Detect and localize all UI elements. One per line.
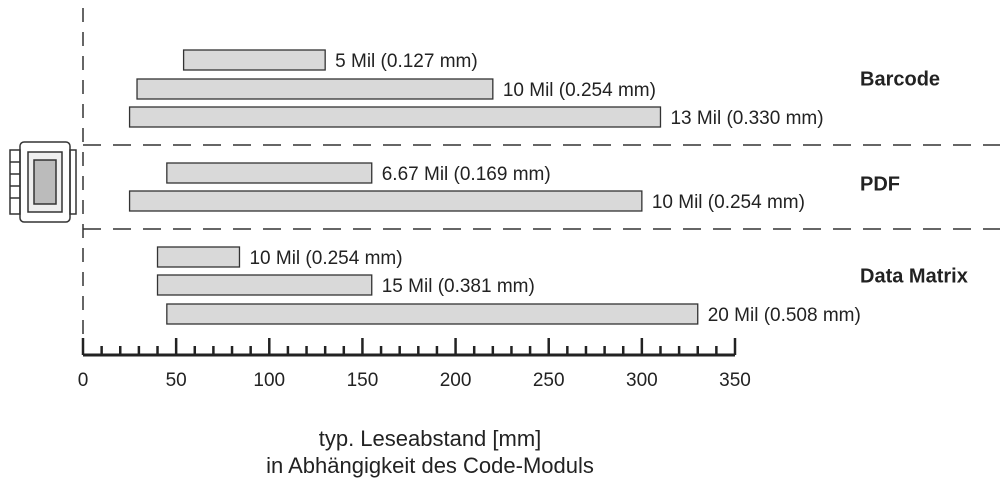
bar-label: 5 Mil (0.127 mm) <box>335 51 478 72</box>
x-tick-label: 300 <box>626 370 658 391</box>
axis-title: in Abhängigkeit des Code-Moduls <box>266 453 594 478</box>
bar <box>158 275 372 295</box>
x-tick-label: 100 <box>253 370 285 391</box>
bar <box>167 304 698 324</box>
bar-label: 10 Mil (0.254 mm) <box>652 192 805 213</box>
x-tick-label: 150 <box>347 370 379 391</box>
bar-label: 15 Mil (0.381 mm) <box>382 276 535 297</box>
group-label: Data Matrix <box>860 265 968 287</box>
bar-label: 20 Mil (0.508 mm) <box>708 305 861 326</box>
x-tick-label: 350 <box>719 370 751 391</box>
bar <box>184 50 326 70</box>
x-tick-label: 200 <box>440 370 472 391</box>
bar-label: 10 Mil (0.254 mm) <box>249 248 402 269</box>
bar <box>158 247 240 267</box>
chart: typ. Leseabstand [mm] in Abhängigkeit de… <box>0 0 1008 488</box>
x-tick-label: 0 <box>78 370 89 391</box>
axis-title: typ. Leseabstand [mm] <box>319 426 542 451</box>
group-label: Barcode <box>860 68 940 90</box>
scanner-icon <box>10 142 76 222</box>
bar-label: 10 Mil (0.254 mm) <box>503 80 656 101</box>
bar <box>130 107 661 127</box>
bar-label: 13 Mil (0.330 mm) <box>670 108 823 129</box>
bar <box>137 79 493 99</box>
x-tick-label: 50 <box>166 370 187 391</box>
bar-label: 6.67 Mil (0.169 mm) <box>382 164 551 185</box>
group-label: PDF <box>860 173 900 195</box>
x-tick-label: 250 <box>533 370 565 391</box>
bar <box>167 163 372 183</box>
bar <box>130 191 642 211</box>
